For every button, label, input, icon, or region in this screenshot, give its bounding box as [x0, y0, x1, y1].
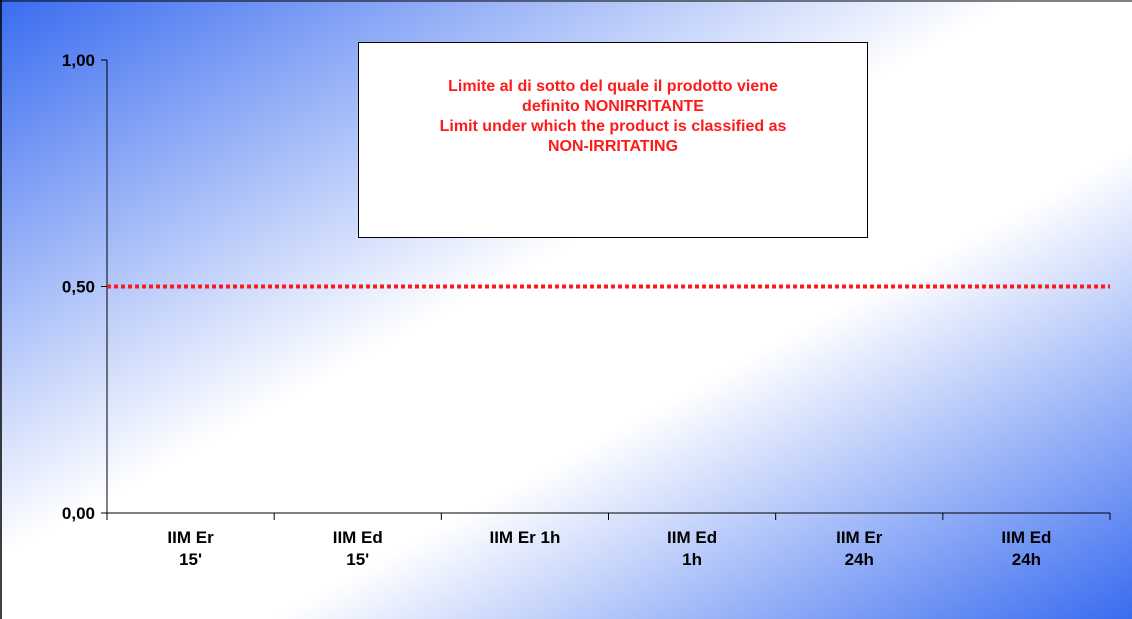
x-tick-label: IIM Ed 15' [333, 528, 383, 569]
annotation-line-1: Limite al di sotto del quale il prodotto… [448, 78, 778, 95]
x-tick-label-line: 15' [179, 550, 202, 569]
x-tick-label: IIM Ed 24h [1001, 528, 1051, 569]
x-tick-label-line: 24h [1012, 550, 1041, 569]
x-tick-label-line: 24h [845, 550, 874, 569]
x-tick-label-line: IIM Ed [333, 528, 383, 547]
y-tick-label: 0,50 [62, 278, 95, 297]
x-tick-label-line: IIM Ed [667, 528, 717, 547]
annotation-line-4: NON-IRRITATING [547, 138, 679, 155]
annotation-line-3: Limit under which the product is classif… [439, 118, 787, 135]
y-tick-label: 1,00 [62, 51, 95, 70]
x-tick-label-line: IIM Ed [1001, 528, 1051, 547]
x-tick-label: IIM Ed 1h [667, 528, 717, 569]
annotation-line-2: definito NONIRRITANTE [522, 98, 704, 115]
x-tick-label-line: 15' [346, 550, 369, 569]
y-tick-label: 0,00 [62, 504, 95, 523]
x-tick-label: IIM Er 15' [167, 528, 214, 569]
x-tick-label-line: IIM Er 1h [489, 528, 560, 547]
x-tick-label-line: IIM Er [836, 528, 883, 547]
threshold-annotation-box: Limite al di sotto del quale il prodotto… [358, 42, 868, 238]
x-tick-label: IIM Er 1h [489, 528, 560, 547]
x-tick-label: IIM Er 24h [836, 528, 883, 569]
x-tick-label-line: 1h [682, 550, 702, 569]
x-tick-label-line: IIM Er [167, 528, 214, 547]
